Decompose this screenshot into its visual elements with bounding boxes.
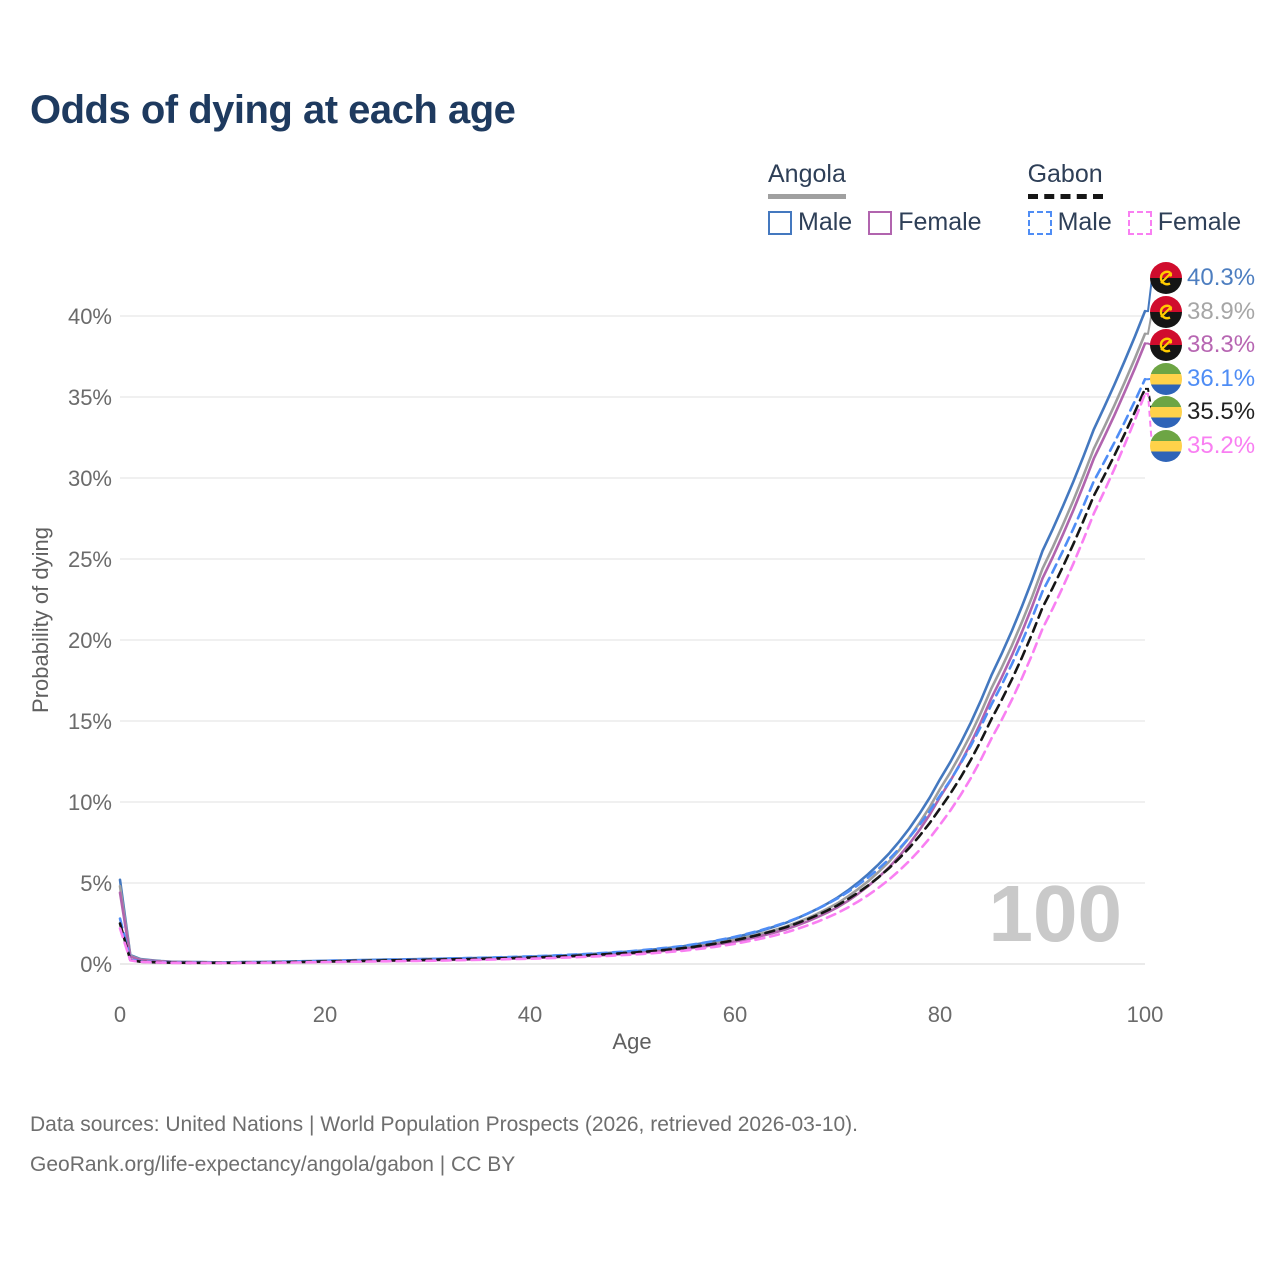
legend-group-gabon: Gabon Male Female xyxy=(1027,160,1242,237)
legend-group-angola: Angola Male Female xyxy=(768,160,982,237)
x-tick-label: 40 xyxy=(518,1002,542,1027)
x-axis-title: Age xyxy=(612,1029,651,1054)
end-label-gabon-both: 35.5% xyxy=(1150,396,1256,429)
gabon-flag-icon xyxy=(1150,362,1182,395)
y-tick-label: 0% xyxy=(80,952,112,977)
angola-flag-icon xyxy=(1150,262,1182,294)
footer-data-sources: Data sources: United Nations | World Pop… xyxy=(30,1113,859,1136)
legend-row-gabon: Male Female xyxy=(1027,208,1242,237)
x-tick-label: 0 xyxy=(114,1002,126,1027)
y-tick-label: 5% xyxy=(80,871,112,896)
footer: Data sources: United Nations | World Pop… xyxy=(30,1105,1240,1185)
page-title: Odds of dying at each age xyxy=(30,88,516,132)
y-tick-label: 35% xyxy=(68,385,112,410)
legend-label-angola-male: Male xyxy=(798,208,853,236)
legend-label-angola-female: Female xyxy=(898,208,982,236)
legend-label-gabon-male: Male xyxy=(1057,208,1112,236)
y-tick-label: 30% xyxy=(68,466,112,491)
end-label-gabon-female: 35.2% xyxy=(1150,430,1255,462)
x-tick-label: 20 xyxy=(313,1002,337,1027)
legend-item-angola-female[interactable]: Female xyxy=(868,208,982,237)
legend-row-angola: Male Female xyxy=(768,208,982,237)
legend-item-angola-male[interactable]: Male xyxy=(768,208,852,237)
series-line-angola-male xyxy=(118,309,1147,964)
y-tick-label: 15% xyxy=(68,709,112,734)
age-watermark: 100 xyxy=(989,869,1122,958)
y-tick-label: 25% xyxy=(68,547,112,572)
end-label-angola-both: 38.9% xyxy=(1150,295,1256,328)
footer-attribution: GeoRank.org/life-expectancy/angola/gabon… xyxy=(30,1153,516,1176)
legend-item-gabon-female[interactable]: Female xyxy=(1127,208,1242,237)
gabon-flag-icon xyxy=(1150,430,1182,462)
legend-item-gabon-male[interactable]: Male xyxy=(1027,208,1112,237)
line-swatch-angola-male-icon xyxy=(768,210,792,235)
end-label-value: 35.5% xyxy=(1187,398,1256,426)
y-tick-label: 10% xyxy=(68,790,112,815)
chart-legend: Angola Male Female Gabon Male Female xyxy=(768,160,1241,237)
x-tick-label: 80 xyxy=(928,1002,952,1027)
end-label-value: 38.9% xyxy=(1187,297,1256,325)
end-label-angola-female: 38.3% xyxy=(1150,329,1256,362)
y-tick-label: 40% xyxy=(68,304,112,329)
end-label-value: 40.3% xyxy=(1187,264,1256,291)
series-line-gabon-female xyxy=(118,392,1147,965)
x-tick-label: 60 xyxy=(723,1002,747,1027)
line-swatch-angola-female-icon xyxy=(868,210,893,235)
y-tick-label: 20% xyxy=(68,628,112,653)
legend-country-gabon[interactable]: Gabon xyxy=(1027,160,1103,199)
end-label-gabon-male: 36.1% xyxy=(1150,362,1256,395)
end-label-angola-male: 40.3% xyxy=(1150,262,1255,294)
end-label-value: 38.3% xyxy=(1187,331,1256,359)
angola-flag-icon xyxy=(1150,295,1182,328)
end-connector-gabon-female xyxy=(1145,392,1156,447)
line-swatch-gabon-male-icon xyxy=(1027,210,1052,235)
y-axis-title: Probability of dying xyxy=(28,527,53,713)
line-swatch-gabon-female-icon xyxy=(1127,210,1152,235)
legend-country-angola[interactable]: Angola xyxy=(768,160,846,199)
x-tick-label: 100 xyxy=(1127,1002,1164,1027)
angola-flag-icon xyxy=(1150,329,1182,362)
end-label-value: 36.1% xyxy=(1187,364,1256,392)
end-label-value: 35.2% xyxy=(1187,432,1256,459)
gabon-flag-icon xyxy=(1150,396,1182,429)
end-connector-gabon-both xyxy=(1145,387,1156,414)
legend-label-gabon-female: Female xyxy=(1157,208,1242,236)
